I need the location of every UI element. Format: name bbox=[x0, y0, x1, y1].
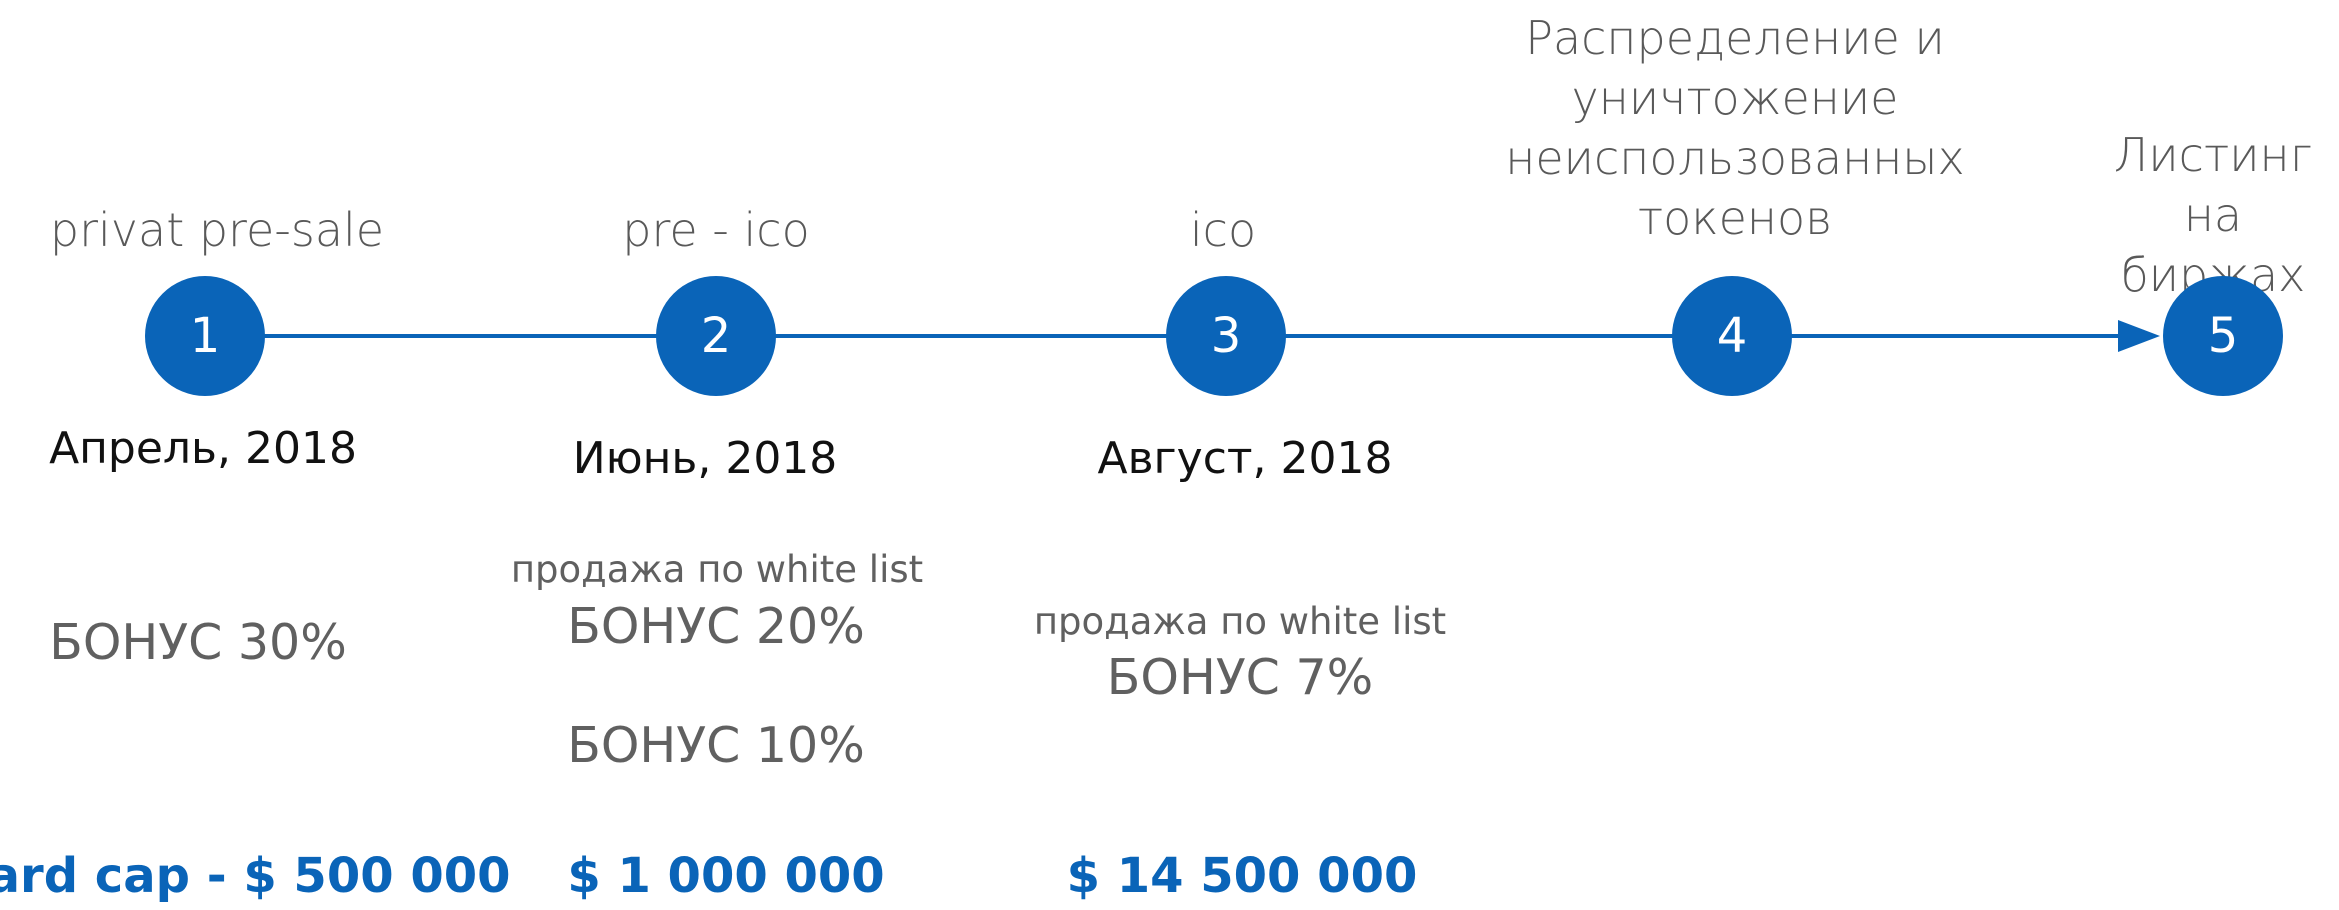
stage-1-title-line-1: privat pre-sale bbox=[49, 203, 385, 257]
stage-3-date: Август, 2018 bbox=[1097, 433, 1393, 484]
stage-1-node: 1 bbox=[145, 276, 265, 396]
stage-2-note: продажа по white list bbox=[510, 548, 924, 591]
stage-1-date: Апрель, 2018 bbox=[49, 423, 357, 474]
stage-2-cap: $ 1 000 000 bbox=[567, 848, 885, 904]
stage-4-node: 4 bbox=[1672, 276, 1792, 396]
stage-3-cap: $ 14 500 000 bbox=[1066, 848, 1418, 904]
stage-4-title-line-1: Распределение и bbox=[1525, 11, 1945, 65]
stage-2-title-line-1: pre - ico bbox=[622, 203, 810, 257]
stage-3-title-line-1: ico bbox=[1189, 203, 1257, 257]
stage-1-bonus: БОНУС 30% bbox=[49, 614, 347, 671]
stage-5-node: 5 bbox=[2163, 276, 2283, 396]
stage-2-bonus-b: БОНУС 10% bbox=[567, 717, 865, 774]
stage-3-bonus: БОНУС 7% bbox=[1106, 649, 1374, 706]
stage-5-title-line-1: Листинг на bbox=[2113, 128, 2313, 242]
stage-2-date: Июнь, 2018 bbox=[572, 433, 838, 484]
stage-3-title: ico bbox=[1190, 200, 1256, 260]
stage-4-title: Распределение и уничтожение неиспользова… bbox=[1505, 8, 1964, 248]
stage-1-hard-cap: hard cap - $ 500 000 bbox=[0, 848, 511, 904]
stage-4-title-line-4: токенов bbox=[1637, 191, 1833, 245]
stage-2-bonus-a: БОНУС 20% bbox=[567, 598, 865, 655]
stage-1-title: privat pre-sale bbox=[50, 200, 384, 260]
stage-4-title-line-3: неиспользованных bbox=[1505, 131, 1965, 185]
stage-3-note: продажа по white list bbox=[1033, 600, 1447, 643]
stage-3-node: 3 bbox=[1166, 276, 1286, 396]
stage-4-title-line-2: уничтожение bbox=[1571, 71, 1899, 125]
stage-2-node: 2 bbox=[656, 276, 776, 396]
timeline-arrowhead bbox=[2118, 320, 2160, 352]
stage-2-title: pre - ico bbox=[622, 200, 809, 260]
